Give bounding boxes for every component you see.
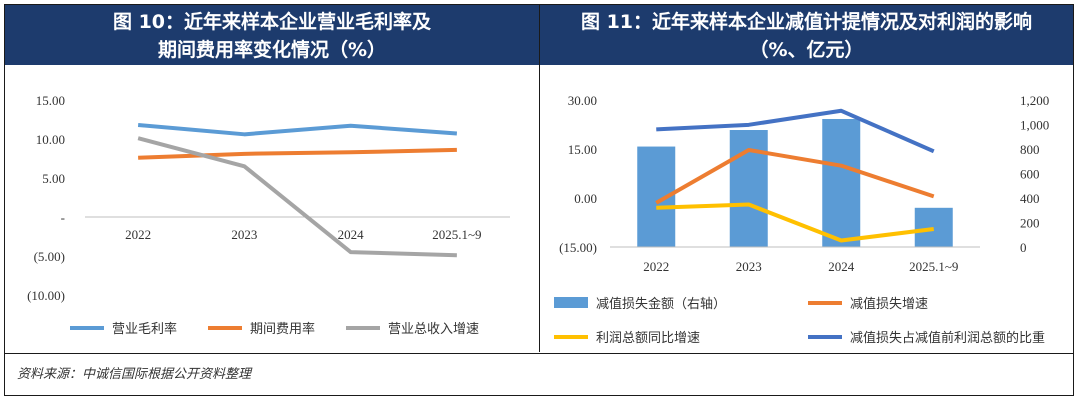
figure-10-panel: 图 10：近年来样本企业营业毛利率及 期间费用率变化情况（%） 15.00 10.…: [5, 5, 540, 352]
x-tick-label: 2025.1~9: [432, 227, 481, 242]
y-tick-label: 10.00: [36, 132, 65, 147]
y-tick-label: 15.00: [36, 93, 65, 108]
figure-11-title-line-2: （%、亿元）: [749, 39, 864, 61]
y-left-tick-label: 15.00: [568, 142, 597, 157]
y-right-tick-label: 200: [1020, 216, 1040, 231]
y-left-tick-label: 30.00: [568, 93, 597, 108]
x-tick-label: 2025.1~9: [909, 259, 958, 274]
y-tick-label: -: [61, 210, 65, 225]
bar: [729, 130, 768, 247]
series-line-5b9bd5: [137, 122, 458, 137]
figure-10-title-line-2: 期间费用率变化情况（%）: [157, 39, 387, 61]
series-line-ffc000: [656, 202, 934, 243]
y-left-tick-label: (15.00): [559, 240, 597, 255]
figure-10-title: 图 10：近年来样本企业营业毛利率及 期间费用率变化情况（%）: [5, 5, 539, 65]
figure-10-title-line-1: 图 10：近年来样本企业营业毛利率及: [112, 11, 432, 33]
figure-11-title-line-1: 图 11：近年来样本企业减值计提情况及对利润的影响: [580, 11, 1033, 33]
figure-frame: 图 10：近年来样本企业营业毛利率及 期间费用率变化情况（%） 15.00 10.…: [4, 4, 1074, 396]
figure-11-chart: 30.00 15.00 0.00 (15.00) 1,200 1,000 800 600 400…: [554, 93, 1049, 345]
legend-label: 减值损失金额（右轴）: [596, 296, 726, 311]
series-line-ed7d31: [655, 147, 935, 205]
figure-11-title: 图 11：近年来样本企业减值计提情况及对利润的影响 （%、亿元）: [540, 5, 1073, 65]
y-right-tick-label: 600: [1020, 167, 1040, 182]
y-tick-label: (10.00): [27, 288, 65, 303]
x-tick-label: 2024: [828, 259, 855, 274]
y-left-tick-label: 0.00: [574, 191, 597, 206]
series-line-4472c4: [656, 108, 935, 154]
series-line-a5a5a5: [137, 136, 457, 258]
y-right-tick-label: 0: [1020, 240, 1027, 255]
x-tick-label: 2024: [338, 227, 365, 242]
legend-label: 减值损失占减值前利润总额的比重: [850, 330, 1045, 345]
source-note: 资料来源：中诚信国际根据公开资料整理: [5, 353, 1073, 397]
y-right-tick-label: 1,000: [1020, 118, 1049, 133]
figure-11-panel: 图 11：近年来样本企业减值计提情况及对利润的影响 （%、亿元） 30.00 15…: [540, 5, 1073, 352]
x-tick-label: 2022: [125, 227, 151, 242]
x-tick-label: 2023: [736, 259, 762, 274]
x-tick-label: 2023: [231, 227, 257, 242]
bar: [914, 207, 953, 247]
y-tick-label: 5.00: [42, 171, 65, 186]
legend-swatch: [554, 297, 588, 308]
x-tick-label: 2022: [643, 259, 669, 274]
legend-label: 营业毛利率: [112, 321, 177, 336]
series-line-ed7d31: [138, 147, 457, 160]
y-right-tick-label: 800: [1020, 142, 1040, 157]
y-right-tick-label: 400: [1020, 191, 1040, 206]
legend-label: 利润总额同比增速: [596, 330, 700, 345]
legend-label: 期间费用率: [250, 321, 315, 336]
bar: [822, 118, 861, 247]
legend-label: 减值损失增速: [850, 296, 928, 311]
figure-10-chart: 15.00 10.00 5.00 - (5.00) (10.00) 2022 2023 2024…: [27, 93, 510, 336]
legend-label: 营业总收入增速: [388, 321, 479, 336]
y-right-tick-label: 1,200: [1020, 93, 1049, 108]
y-tick-label: (5.00): [34, 249, 65, 264]
